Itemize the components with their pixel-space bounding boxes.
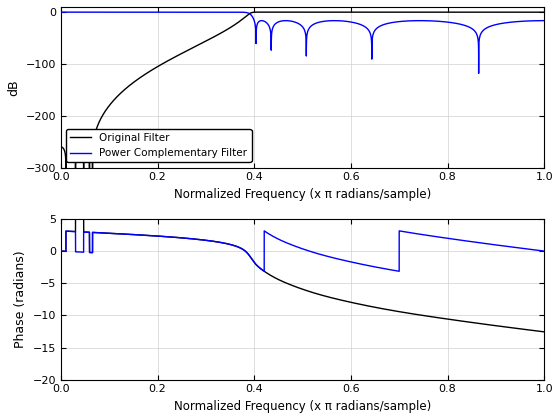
X-axis label: Normalized Frequency (x π radians/sample): Normalized Frequency (x π radians/sample… bbox=[174, 188, 431, 201]
Legend: Original Filter, Power Complementary Filter: Original Filter, Power Complementary Fil… bbox=[66, 129, 251, 163]
Y-axis label: dB: dB bbox=[7, 79, 20, 96]
X-axis label: Normalized Frequency (x π radians/sample): Normalized Frequency (x π radians/sample… bbox=[174, 400, 431, 413]
Y-axis label: Phase (radians): Phase (radians) bbox=[14, 250, 27, 348]
